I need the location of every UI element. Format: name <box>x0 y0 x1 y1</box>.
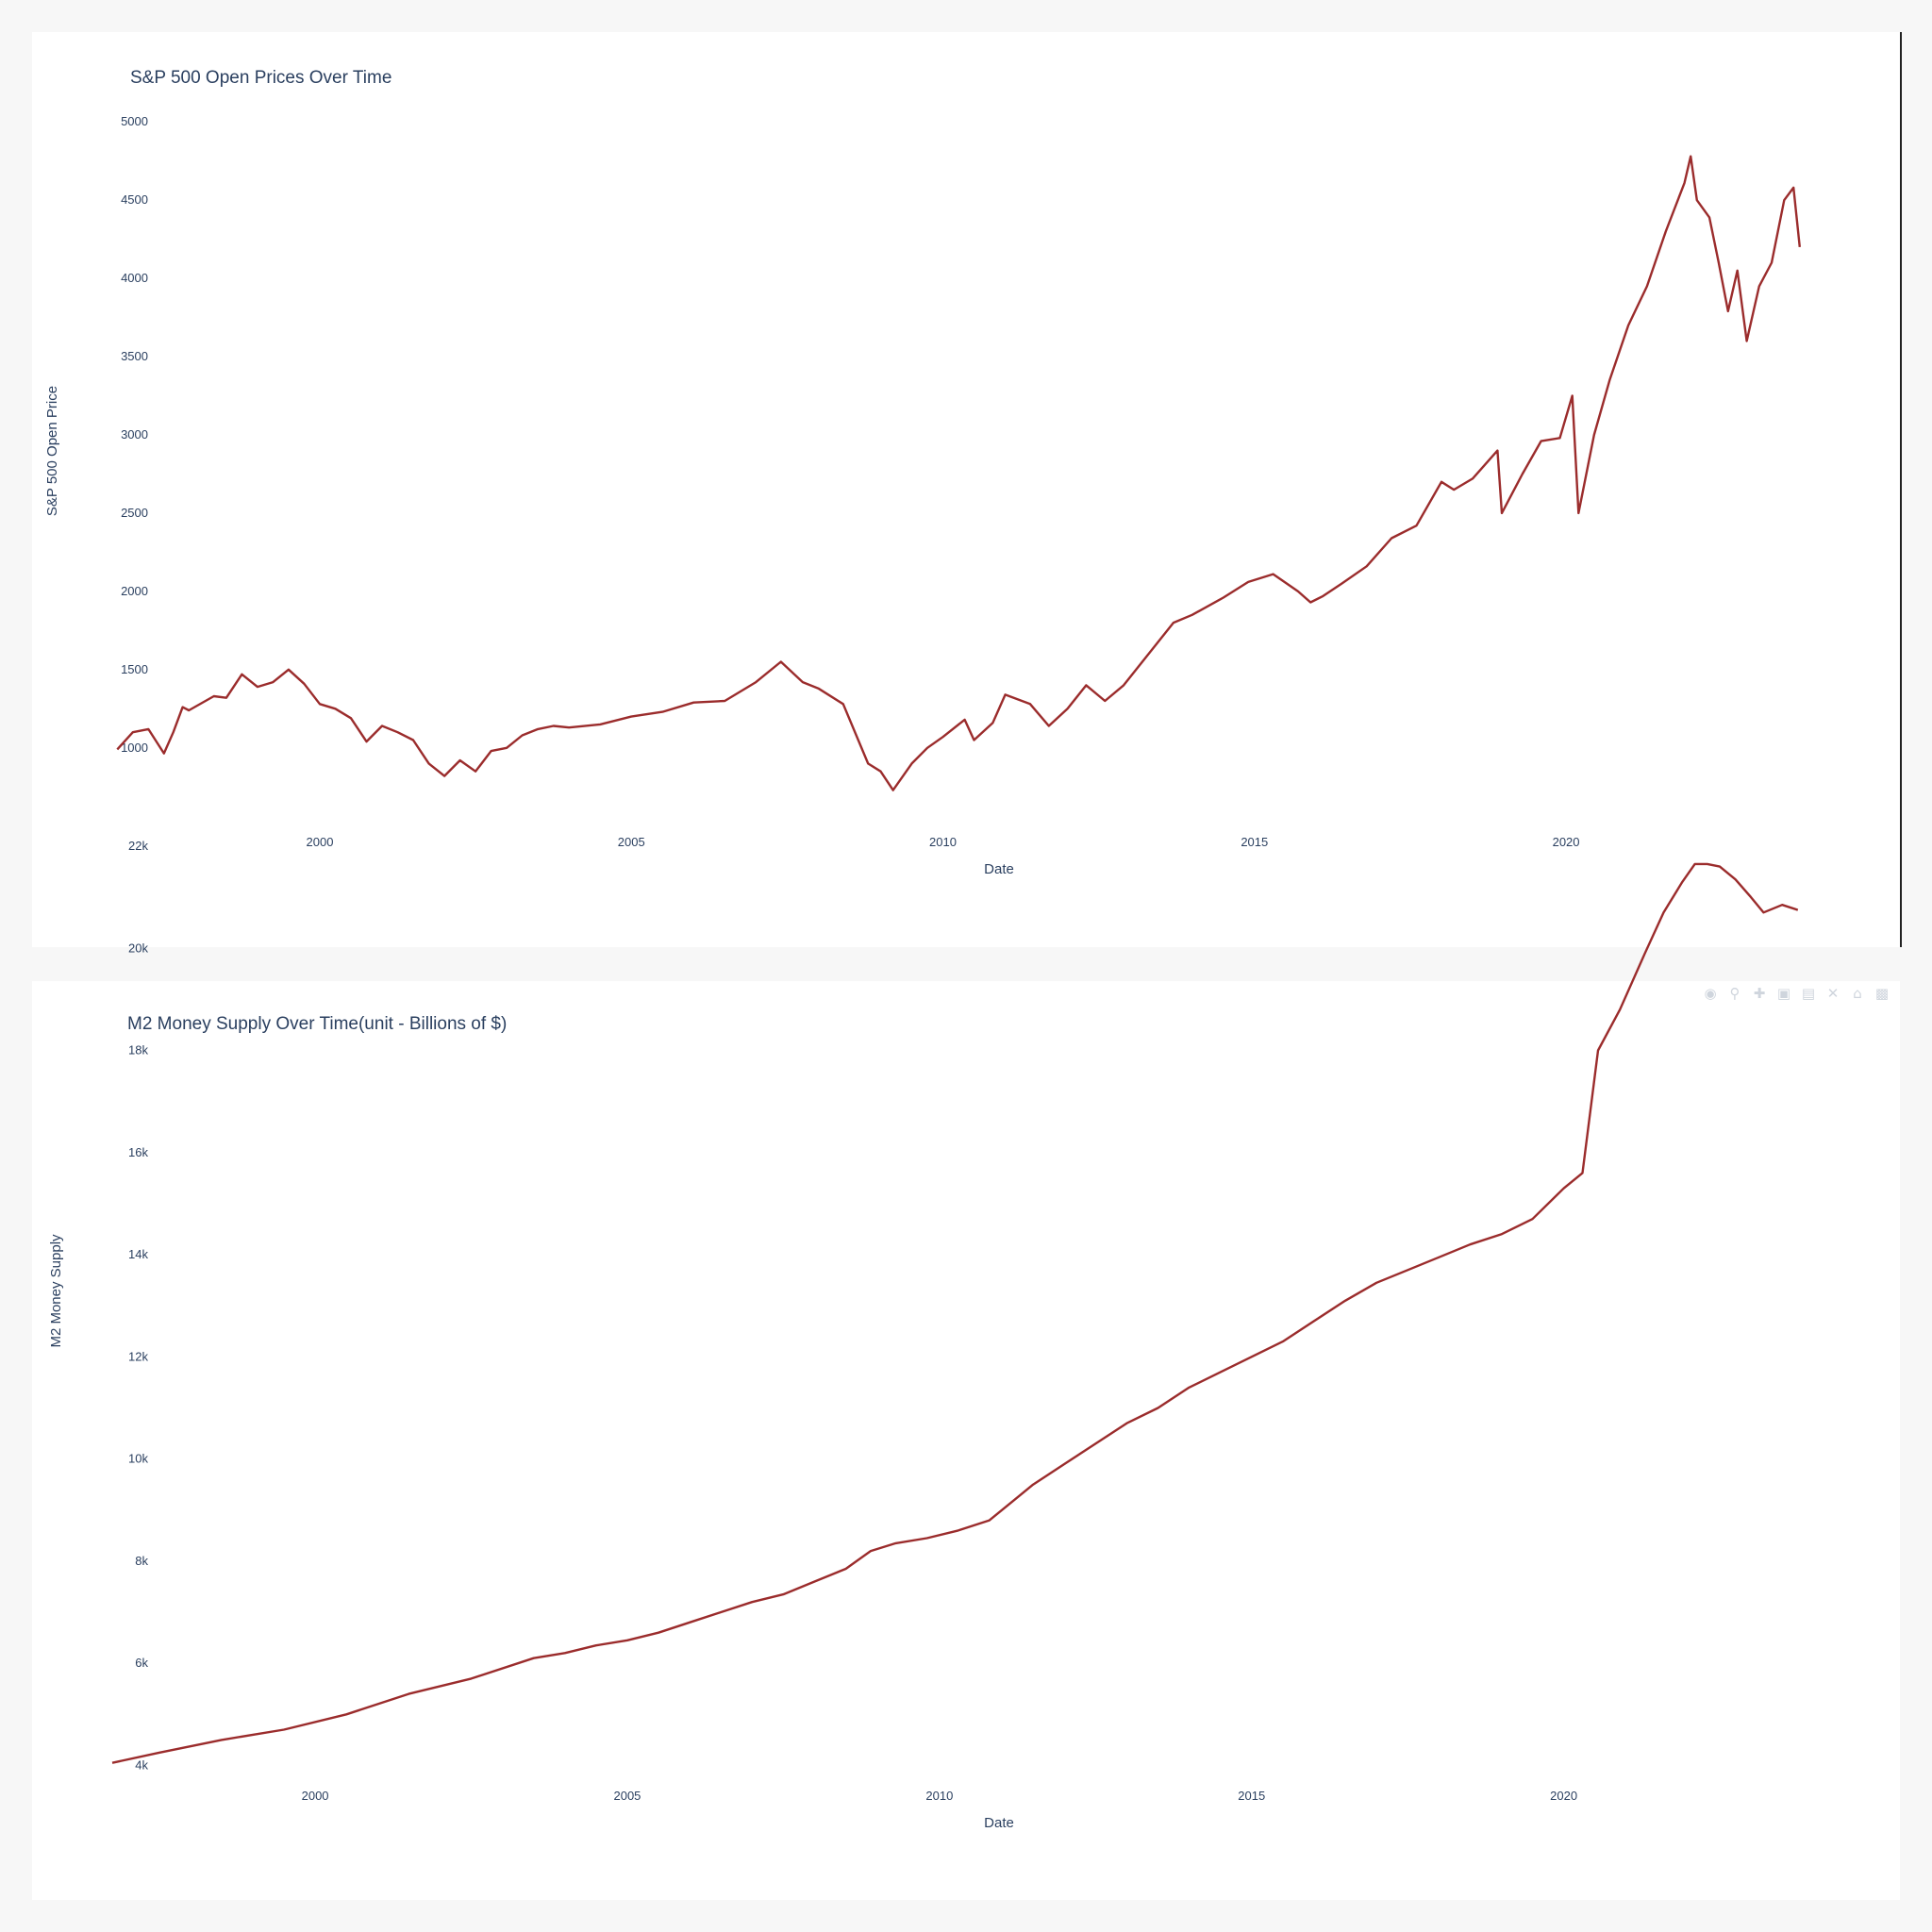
y-tick-label: 2500 <box>121 506 148 520</box>
y-tick-label: 4500 <box>121 192 148 207</box>
x-tick-label: 2020 <box>1550 1789 1577 1803</box>
y-tick-label: 5000 <box>121 114 148 128</box>
m2-plot[interactable]: 4k 6k 8k 10k 12k 14k 16k 18k 20k 22k 2000 2005 2010 2… <box>32 839 1900 1900</box>
m2-chart-panel: ◉ ⚲ ✚ ▣ ▤ ✕ ⌂ ▩ M2 Money Supply Over Tim… <box>32 839 1900 1900</box>
series-line <box>111 862 1799 1764</box>
y-tick-label: 2000 <box>121 584 148 598</box>
y-tick-label: 4000 <box>121 271 148 285</box>
x-tick-label: 2015 <box>1238 1789 1265 1803</box>
plotly-logo-icon[interactable]: ▩ <box>1874 985 1890 1002</box>
zoom-in-icon[interactable]: ▣ <box>1776 985 1791 1002</box>
y-tick-label: 3500 <box>121 349 148 363</box>
y-tick-label: 14k <box>128 1247 148 1261</box>
x-tick-label: 2000 <box>307 835 334 849</box>
y-tick-label: 12k <box>128 1349 148 1363</box>
x-tick-label: 2010 <box>925 1789 953 1803</box>
x-tick-label: 2005 <box>613 1789 641 1803</box>
y-tick-label: 22k <box>128 839 148 853</box>
sp500-chart-panel: S&P 500 Open Prices Over Time 1000 1500 20… <box>32 32 1902 947</box>
x-tick-label: 2020 <box>1553 835 1580 849</box>
y-axis-title: S&P 500 Open Price <box>44 386 60 516</box>
y-tick-label: 10k <box>128 1452 148 1466</box>
camera-icon[interactable]: ◉ <box>1704 985 1717 1002</box>
series-line <box>116 155 1801 791</box>
y-tick-label: 6k <box>135 1656 148 1670</box>
y-tick-label: 4k <box>135 1757 148 1772</box>
y-tick-label: 16k <box>128 1145 148 1159</box>
sp500-plot[interactable]: 1000 1500 2000 2500 3000 3500 4000 4500 5000 2000… <box>32 32 1900 947</box>
x-tick-label: 2005 <box>618 835 645 849</box>
y-tick-label: 8k <box>135 1554 148 1568</box>
pan-icon[interactable]: ✚ <box>1753 985 1766 1002</box>
x-tick-label: 2010 <box>929 835 957 849</box>
home-icon[interactable]: ⌂ <box>1853 985 1862 1002</box>
y-tick-label: 18k <box>128 1043 148 1058</box>
y-axis-title: M2 Money Supply <box>48 1234 64 1348</box>
chart-title: M2 Money Supply Over Time(unit - Billion… <box>127 1014 508 1034</box>
y-tick-label: 3000 <box>121 427 148 441</box>
x-tick-label: 2000 <box>302 1789 329 1803</box>
y-tick-label: 20k <box>128 941 148 955</box>
x-tick-label: 2015 <box>1241 835 1268 849</box>
x-axis-title: Date <box>984 1815 1014 1831</box>
zoom-icon[interactable]: ⚲ <box>1729 985 1740 1002</box>
y-tick-label: 1000 <box>121 741 148 755</box>
zoom-out-icon[interactable]: ▤ <box>1801 985 1816 1002</box>
y-tick-label: 1500 <box>121 662 148 676</box>
modebar: ◉ ⚲ ✚ ▣ ▤ ✕ ⌂ ▩ <box>1702 985 1890 1002</box>
x-axis-title: Date <box>984 861 1014 877</box>
autoscale-icon[interactable]: ✕ <box>1826 985 1840 1002</box>
chart-title: S&P 500 Open Prices Over Time <box>130 68 392 88</box>
